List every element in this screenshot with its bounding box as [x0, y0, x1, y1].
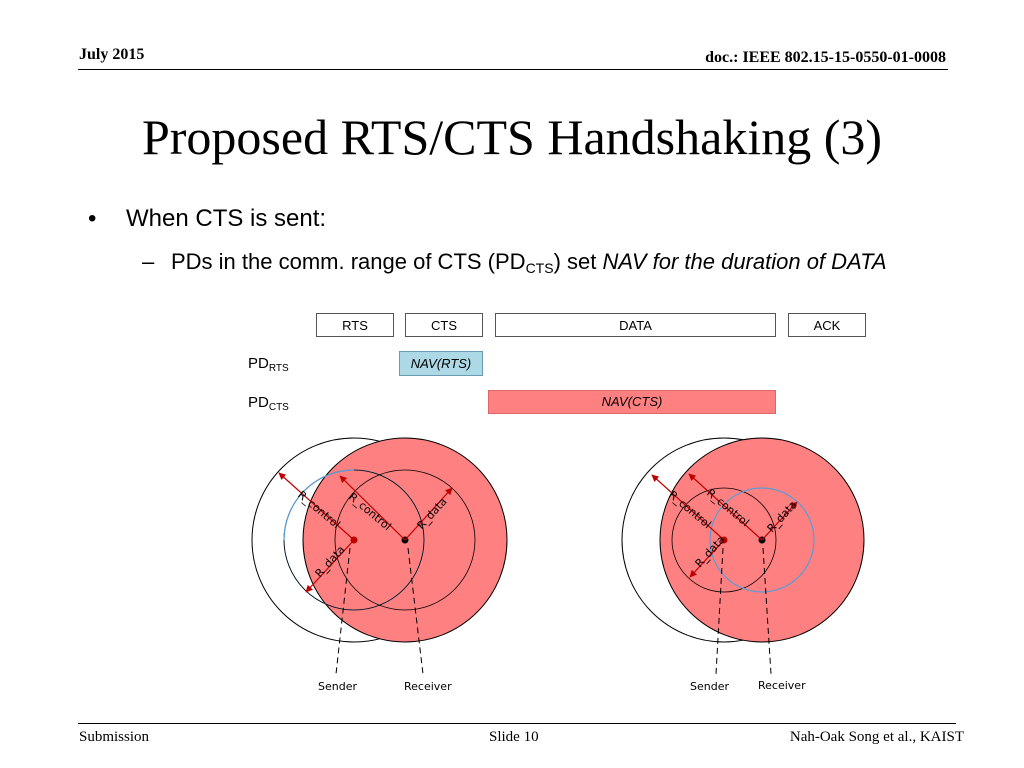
nav-cts-bar: NAV(CTS)	[488, 390, 776, 414]
r-data-arrow-sender-right	[689, 539, 725, 578]
bullet-level2-mid: ) set	[553, 249, 603, 274]
footer-rule	[78, 723, 956, 724]
receiver-data-circle-right	[709, 487, 815, 593]
r-control-arrow-receiver-right	[688, 473, 763, 541]
pd-rts-label: PDRTS	[248, 355, 289, 374]
footer-submission: Submission	[79, 729, 150, 745]
header-date: July 2015	[79, 46, 145, 63]
bullet-level1-text: When CTS is sent:	[126, 205, 327, 232]
bullet-dash: –	[142, 249, 155, 274]
frame-rts: RTS	[316, 313, 394, 337]
sender-label-left: Sender	[318, 680, 357, 693]
r-data-arrow-receiver-right	[761, 501, 798, 541]
r-control-arrow-sender	[278, 472, 355, 541]
bullet-dot: •	[88, 205, 97, 232]
diagram-right: R_control R_control R_data R_data Sender…	[621, 437, 865, 693]
header-rule	[78, 69, 948, 70]
pd-cts-label-main: PD	[248, 394, 269, 411]
frame-cts: CTS	[405, 313, 483, 337]
footer-author: Nah-Oak Song et al., KAIST	[789, 729, 964, 745]
bullet-level2-italic: NAV for the duration of DATA	[602, 249, 887, 274]
bullet-level1: • When CTS is sent:	[88, 205, 326, 233]
sender-pointer-right	[715, 547, 724, 675]
pd-rts-label-main: PD	[248, 355, 269, 372]
diagram-left: R_control R_control R_data R_data Sender…	[251, 437, 508, 693]
sender-data-circle-right	[671, 487, 777, 593]
r-data-arrow-sender	[305, 539, 355, 593]
nav-rts-bar: NAV(RTS)	[399, 351, 483, 376]
sender-pointer-left	[335, 547, 351, 675]
receiver-data-circle	[334, 469, 476, 611]
bullet-level2-pre: PDs in the comm. range of CTS (PD	[171, 249, 526, 274]
frame-data: DATA	[495, 313, 776, 337]
receiver-pointer-left	[407, 547, 424, 675]
frame-ack: ACK	[788, 313, 866, 337]
receiver-label-left: Receiver	[404, 680, 452, 693]
r-control-arrow-sender-right	[651, 474, 725, 541]
receiver-pointer-right	[762, 547, 772, 675]
slide-title: Proposed RTS/CTS Handshaking (3)	[141, 109, 883, 165]
pd-cts-label-sub: CTS	[268, 402, 289, 413]
sender-label-right: Sender	[690, 680, 729, 693]
r-data-arrow-receiver	[404, 487, 453, 541]
footer-slide-number: Slide 10	[489, 729, 539, 745]
bullet-level2-text: PDs in the comm. range of CTS (PDCTS) se…	[171, 247, 961, 283]
header-doc-id: doc.: IEEE 802.15-15-0550-01-0008	[705, 49, 946, 66]
r-control-arrow-receiver	[339, 475, 406, 541]
pd-rts-label-sub: RTS	[268, 363, 289, 374]
receiver-label-right: Receiver	[758, 679, 806, 692]
pd-cts-label: PDCTS	[248, 394, 289, 413]
bullet-level2-sub: CTS	[525, 260, 554, 276]
